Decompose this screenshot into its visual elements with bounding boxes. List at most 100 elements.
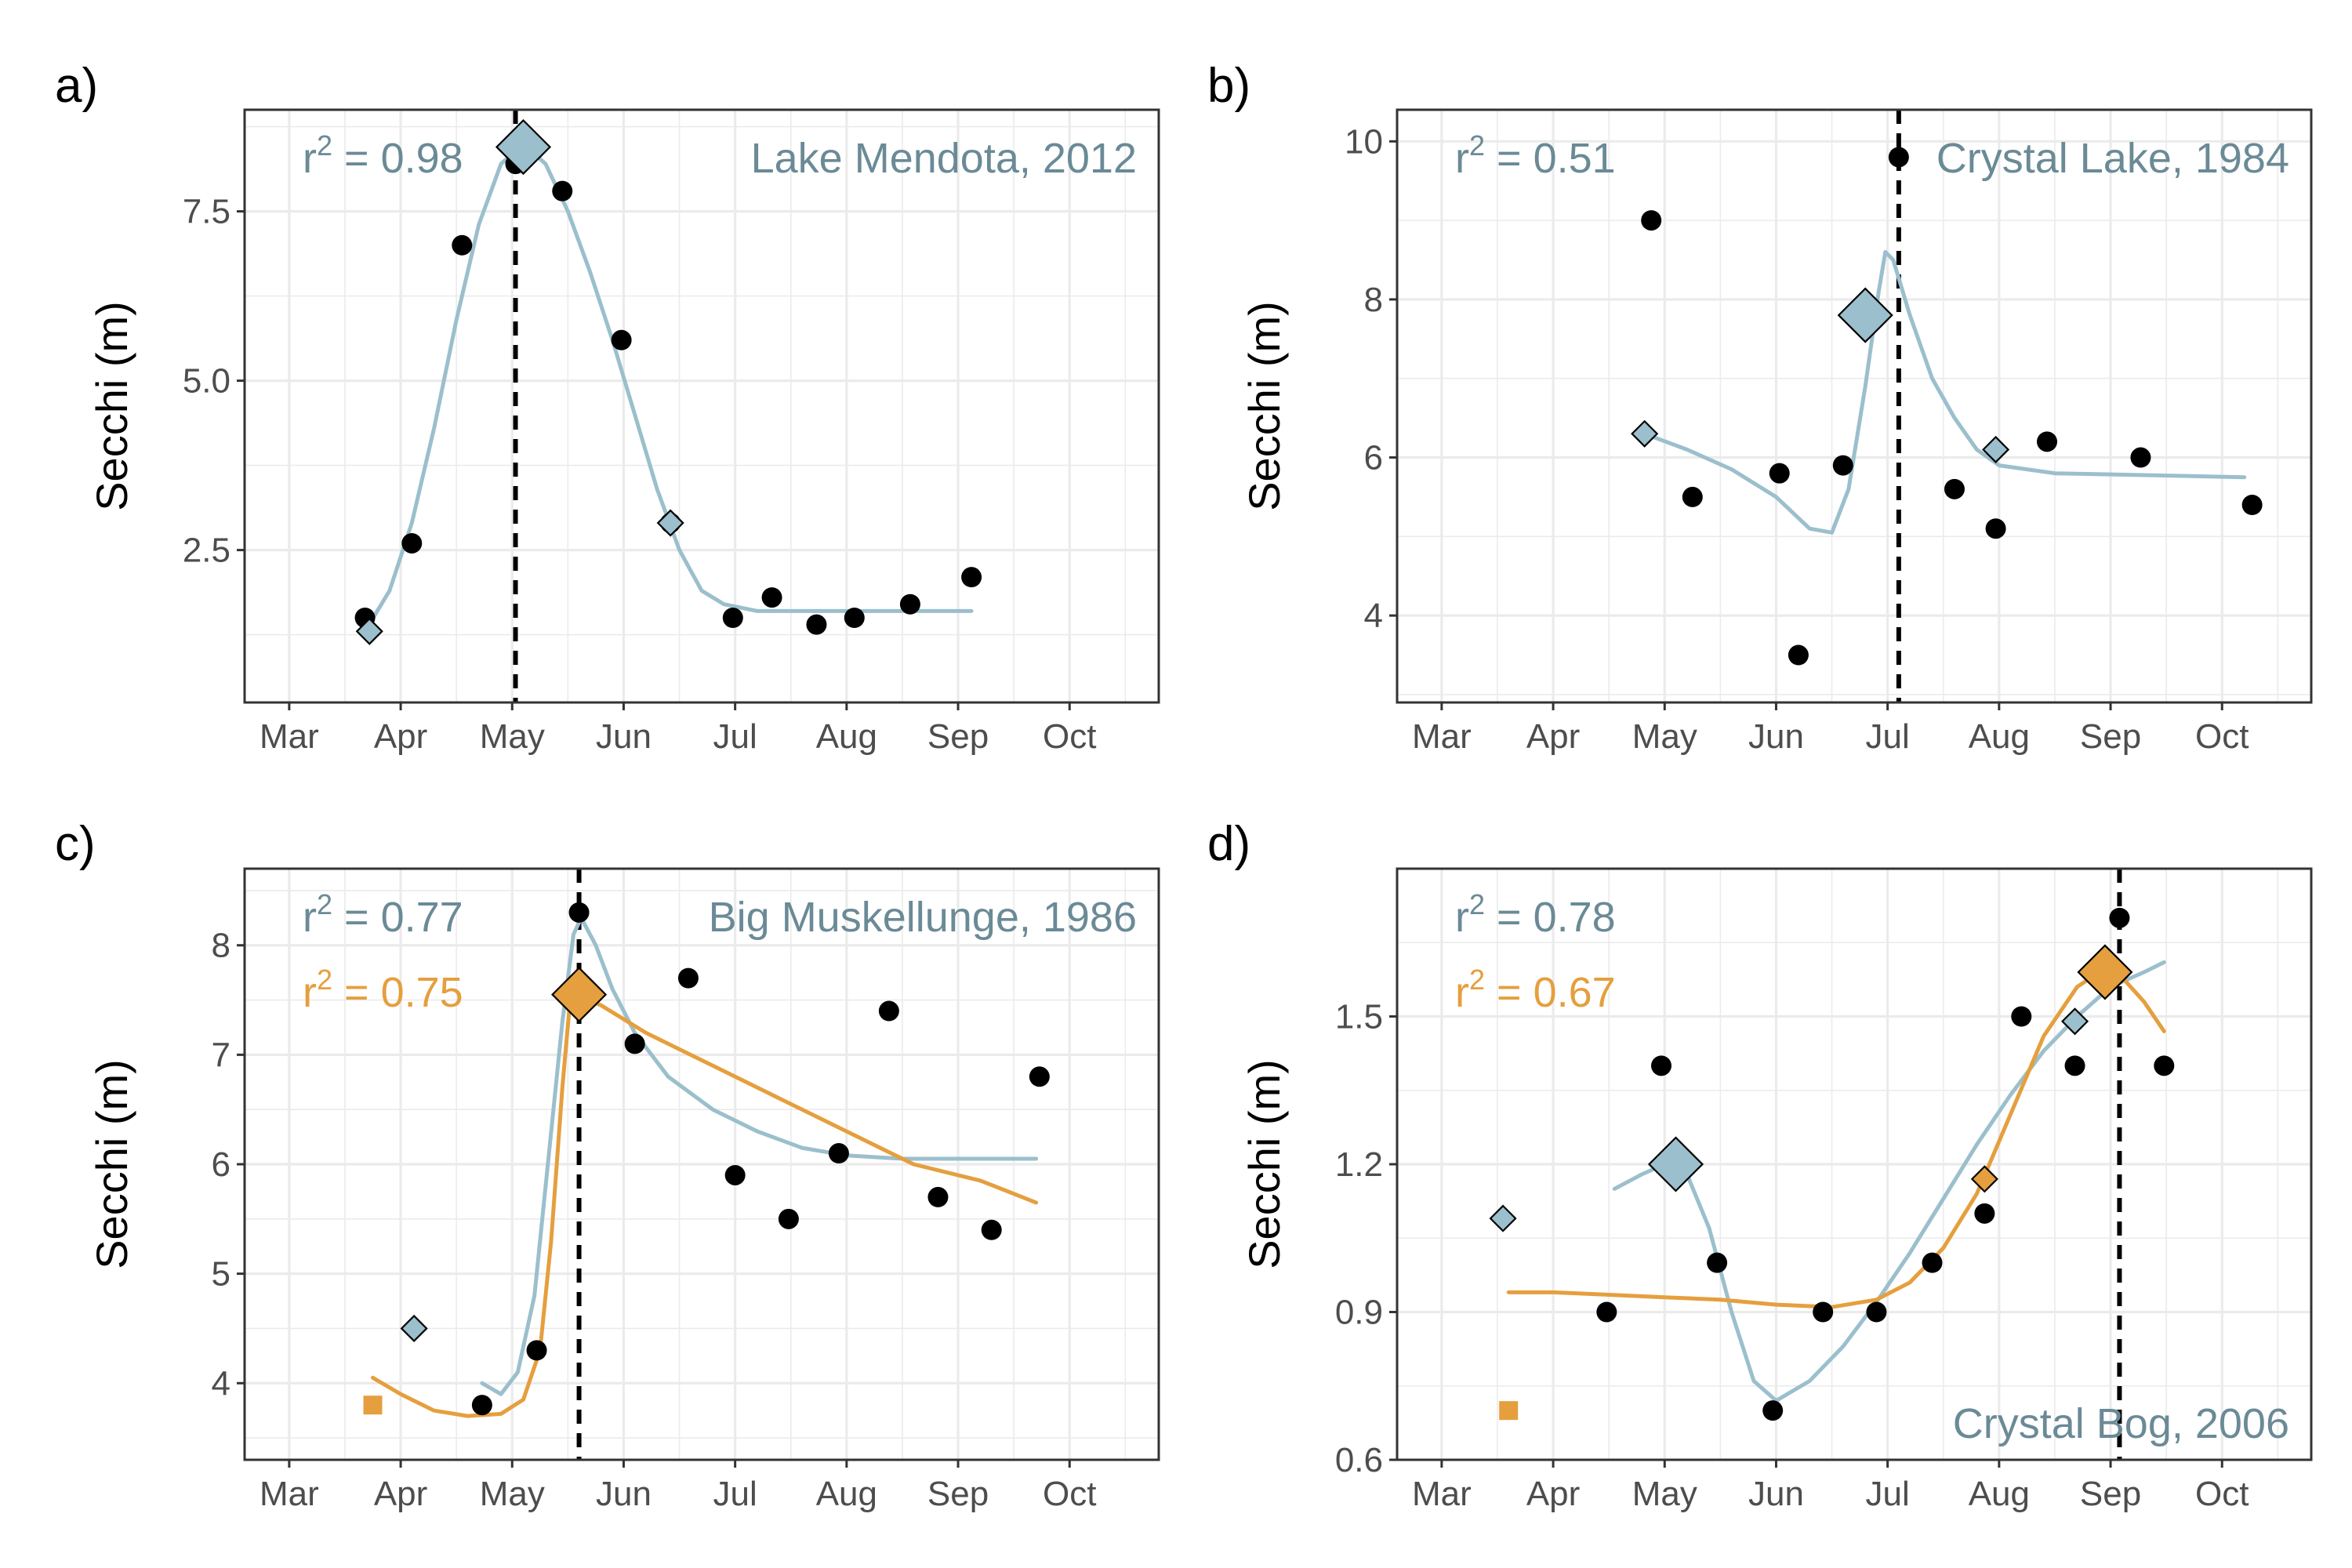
- y-tick-label: 6: [212, 1145, 230, 1184]
- data-point: [2130, 447, 2151, 468]
- r-squared-label: r2 = 0.98: [303, 129, 463, 182]
- r-squared-label: r2 = 0.51: [1455, 129, 1616, 182]
- y-axis-label: Secchi (m): [87, 1059, 136, 1269]
- x-tick-label: Jul: [1866, 1475, 1910, 1513]
- x-tick-label: May: [1632, 717, 1697, 756]
- x-tick-label: Aug: [816, 1475, 877, 1513]
- y-tick-label: 8: [1364, 281, 1383, 319]
- data-point: [2064, 1055, 2085, 1076]
- y-tick-label: 8: [212, 927, 230, 965]
- data-point: [1769, 463, 1790, 484]
- x-tick-label: Sep: [2080, 717, 2141, 756]
- fit-curve-0: [480, 916, 1039, 1396]
- fit-curves: [1642, 249, 2247, 535]
- diamond-marker: [400, 1314, 428, 1343]
- x-tick-label: Mar: [1412, 1475, 1472, 1513]
- data-point: [1762, 1400, 1784, 1421]
- data-point: [761, 587, 782, 608]
- diamond-marker: [2077, 944, 2133, 1000]
- diamond-marker: [1970, 1165, 1998, 1193]
- diamond-marker: [1647, 1136, 1704, 1192]
- x-tick-label: May: [480, 717, 545, 756]
- data-point: [1596, 1301, 1617, 1323]
- panel-d: d) 0.6 0.9 1.2 1.5 Mar Apr May Jun Jul Aug Sep Oct Se…: [1207, 817, 2313, 1513]
- data-point: [526, 1340, 547, 1361]
- x-tick-label: Oct: [2195, 1475, 2249, 1513]
- x-tick-label: Mar: [260, 717, 319, 756]
- data-point: [927, 1186, 949, 1207]
- x-tick-label: Sep: [927, 1475, 989, 1513]
- data-point: [677, 967, 699, 989]
- square-marker: [363, 1396, 383, 1415]
- data-point: [899, 593, 920, 615]
- data-point: [452, 234, 473, 256]
- panel-letter: c): [55, 817, 96, 871]
- x-tick-label: Apr: [374, 1475, 427, 1513]
- fit-curve-0: [363, 141, 974, 633]
- diamond-marker: [495, 118, 552, 176]
- square-marker: [1499, 1401, 1519, 1421]
- diamond-marker: [1631, 419, 1659, 448]
- data-point: [1866, 1301, 1887, 1323]
- y-tick-label: 4: [1364, 597, 1383, 635]
- x-tick-label: May: [480, 1475, 545, 1513]
- y-axis-label: Secchi (m): [87, 301, 136, 511]
- data-point: [806, 614, 827, 635]
- data-point: [1922, 1252, 1943, 1273]
- y-tick-label: 5.0: [183, 362, 230, 401]
- data-point: [611, 329, 632, 350]
- x-tick-label: Sep: [927, 717, 989, 756]
- plot-frame: [1396, 108, 2313, 704]
- y-tick-label: 7: [212, 1036, 230, 1074]
- x-tick-label: Jun: [596, 717, 652, 756]
- data-point: [961, 567, 982, 588]
- data-point: [568, 902, 590, 923]
- diamond-marker: [1837, 287, 1893, 343]
- panel-b: b) 4 6 8 10 Mar Apr May Jun Jul Aug Sep Oct Secchi (m…: [1207, 59, 2313, 756]
- data-point: [2154, 1055, 2175, 1076]
- data-point: [2011, 1006, 2032, 1027]
- panel-letter: a): [55, 59, 98, 113]
- data-point: [1813, 1301, 1834, 1323]
- data-point: [1788, 644, 1809, 666]
- data-point: [778, 1208, 799, 1229]
- x-tick-label: Oct: [1043, 1475, 1096, 1513]
- y-axis-label: Secchi (m): [1240, 1059, 1289, 1269]
- data-point: [828, 1143, 849, 1164]
- x-tick-label: Mar: [260, 1475, 319, 1513]
- x-tick-label: Jun: [1748, 1475, 1804, 1513]
- data-point: [1974, 1203, 1995, 1224]
- y-tick-label: 10: [1345, 122, 1383, 161]
- y-tick-label: 1.2: [1335, 1145, 1383, 1184]
- data-point: [1888, 147, 1909, 168]
- data-point: [1707, 1252, 1728, 1273]
- x-tick-label: Aug: [1969, 1475, 2030, 1513]
- y-tick-label: 2.5: [183, 532, 230, 570]
- data-point: [1651, 1055, 1672, 1076]
- r-squared-label: r2 = 0.67: [1455, 964, 1616, 1016]
- data-point: [624, 1033, 645, 1054]
- data-point: [1944, 478, 1965, 499]
- panel-c: c) 4 5 6 7 8 Mar Apr May Jun Jul Aug Sep Oct Secchi (m…: [55, 817, 1160, 1513]
- x-tick-label: Jul: [713, 1475, 757, 1513]
- lake-label: Big Muskellunge, 1986: [709, 894, 1137, 941]
- data-point: [2109, 907, 2130, 928]
- data-point: [1832, 455, 1853, 476]
- x-tick-label: Jun: [1748, 717, 1804, 756]
- r-squared-label: r2 = 0.75: [303, 964, 463, 1016]
- diamond-marker: [1982, 435, 2010, 463]
- x-tick-label: May: [1632, 1475, 1697, 1513]
- y-tick-label: 1.5: [1335, 998, 1383, 1036]
- x-tick-label: Jun: [596, 1475, 652, 1513]
- grid: [245, 869, 1159, 1460]
- y-tick-label: 6: [1364, 439, 1383, 477]
- lake-label: Crystal Bog, 2006: [1953, 1400, 2289, 1447]
- data-point: [878, 1000, 899, 1022]
- lake-label: Lake Mendota, 2012: [751, 135, 1137, 182]
- data-point: [552, 180, 573, 201]
- fit-curves: [363, 141, 974, 633]
- panel-a: a) 2.5 5.0 7.5 Mar Apr May Jun Jul Aug Sep Oct Secch…: [55, 59, 1160, 756]
- lake-label: Crystal Lake, 1984: [1936, 135, 2289, 182]
- x-tick-label: Jul: [1866, 717, 1910, 756]
